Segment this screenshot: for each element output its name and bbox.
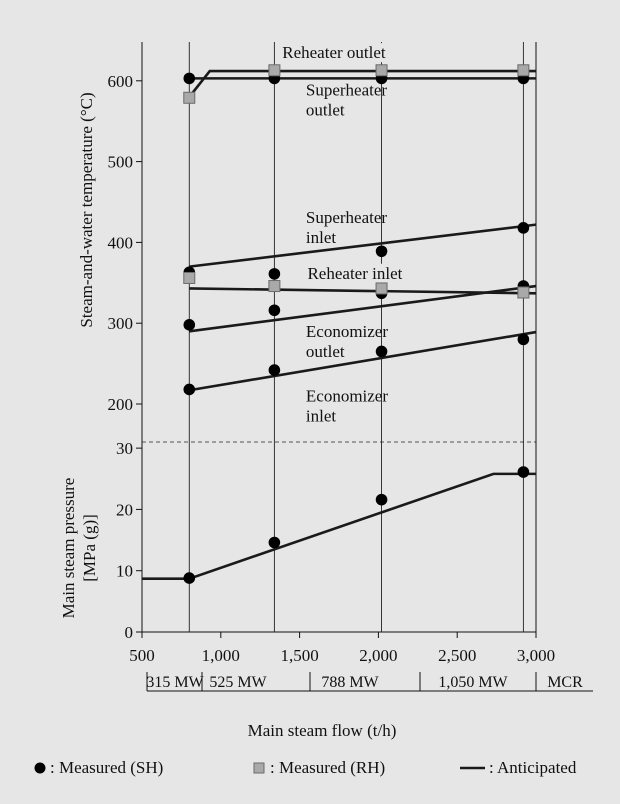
y-tick-label: 30 <box>116 439 133 458</box>
measured-sh-pressure-point <box>517 466 530 478</box>
curve-label: outlet <box>306 342 345 361</box>
load-label: 788 MW <box>321 674 379 691</box>
y-tick-label: 500 <box>108 153 134 172</box>
measured-rh-point <box>268 64 281 77</box>
x-tick-label: 500 <box>129 646 155 665</box>
curve-label: Reheater outlet <box>282 43 386 62</box>
load-label: 1,050 MW <box>438 674 508 691</box>
curve-label: Economizer <box>306 387 388 406</box>
load-label: 315 MW <box>146 674 204 691</box>
y-tick-label: 300 <box>108 314 134 333</box>
curve-label: Superheater <box>306 208 388 227</box>
measured-sh-point <box>268 304 281 317</box>
measured-rh-point <box>183 91 196 104</box>
measured-rh-point <box>268 280 281 293</box>
y-tick-label: 10 <box>116 562 133 581</box>
legend-circle-marker <box>34 762 46 774</box>
legend-label-rh: : Measured (RH) <box>270 758 385 777</box>
anticipated-line-pressure <box>142 472 536 580</box>
y-tick-label: 400 <box>108 233 134 252</box>
y-tick-label: 20 <box>116 500 133 519</box>
measured-sh-pressure-point <box>183 572 196 584</box>
y-tick-label: 600 <box>108 72 134 91</box>
load-label: 525 MW <box>209 674 267 691</box>
x-tick-label: 2,500 <box>438 646 476 665</box>
legend-label-sh: : Measured (SH) <box>50 758 163 777</box>
x-tick-label: 2,000 <box>359 646 397 665</box>
curve-label: inlet <box>306 407 336 426</box>
measured-rh-point <box>517 64 530 77</box>
anticipated-line-economizer-inlet <box>189 330 537 392</box>
measured-sh-point <box>517 333 530 346</box>
temperature-axis-title: Steam-and-water temperature (°C) <box>77 92 96 327</box>
anticipated-line-reheater-outlet <box>188 69 536 98</box>
curve-label: inlet <box>306 228 336 247</box>
measured-sh-point <box>183 72 196 85</box>
measured-sh-point <box>375 345 388 358</box>
y-tick-label: 200 <box>108 395 134 414</box>
x-tick-label: 3,000 <box>517 646 555 665</box>
curve-label: outlet <box>306 100 345 119</box>
y-tick-label: 0 <box>125 623 134 642</box>
x-tick-label: 1,000 <box>202 646 240 665</box>
x-axis-title: Main steam flow (t/h) <box>248 721 397 740</box>
measured-sh-pressure-point <box>268 536 281 549</box>
measured-rh-point <box>183 271 196 284</box>
pressure-axis-title: [MPa (g)] <box>80 514 99 582</box>
curve-label: Superheater <box>306 80 388 99</box>
measured-sh-pressure-point <box>375 493 388 506</box>
annotation-background <box>280 43 415 63</box>
measured-sh-point <box>268 268 281 280</box>
pressure-axis-title: Main steam pressure <box>59 478 78 619</box>
annotation-background <box>305 263 410 283</box>
measured-rh-point <box>517 286 530 299</box>
legend-label-anticipated: : Anticipated <box>489 758 577 777</box>
measured-sh-point <box>517 222 530 234</box>
legend-square-marker <box>253 762 265 774</box>
measured-sh-point <box>268 364 281 376</box>
load-label: MCR <box>547 674 583 691</box>
x-tick-label: 1,500 <box>280 646 318 665</box>
measured-sh-point <box>375 245 388 258</box>
measured-rh-point <box>375 282 388 295</box>
anticipated-line-economizer-outlet <box>189 284 537 333</box>
measured-sh-point <box>183 319 196 331</box>
measured-sh-point <box>183 383 196 396</box>
measured-rh-point <box>375 64 388 77</box>
curve-label: Reheater inlet <box>307 264 402 283</box>
curve-label: Economizer <box>306 322 388 341</box>
anticipated-line-superheater-inlet <box>189 223 537 268</box>
